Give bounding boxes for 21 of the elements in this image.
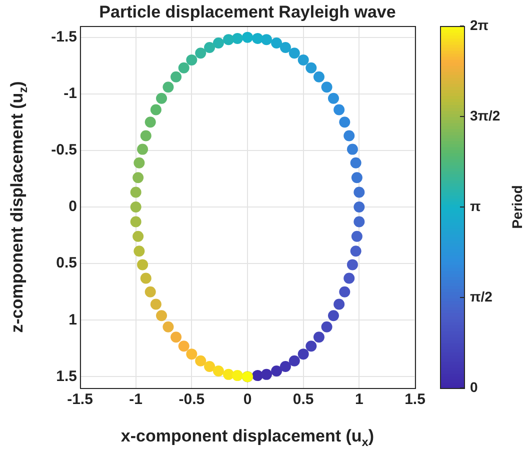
y-tick-label: 1: [68, 311, 77, 328]
y-axis-title: z-component displacement (uz): [8, 81, 30, 333]
x-tick-label: 0.5: [292, 391, 314, 408]
y-tick-label: -0.5: [51, 142, 77, 159]
x-tick-label: 1: [354, 391, 364, 408]
color-bar-label: π: [470, 198, 481, 214]
color-bar-title: Period: [508, 185, 525, 229]
x-tick-label: -1: [129, 391, 143, 408]
y-tick-label: -1.5: [51, 28, 77, 46]
color-bar-label: π/2: [470, 288, 493, 304]
x-tick-label: -0.5: [178, 391, 205, 408]
color-bar-label: 0: [470, 378, 478, 395]
x-tick-label: 1.5: [404, 391, 426, 408]
y-tick-label: 1.5: [56, 368, 77, 385]
color-bar-label: 2π: [470, 16, 489, 33]
chart-title: Particle displacement Rayleigh wave: [99, 2, 396, 22]
y-tick-label: 0.5: [56, 254, 77, 272]
x-tick-label: 0: [243, 391, 252, 408]
y-tick-label: -1: [64, 85, 77, 102]
color-bar-label: 3π/2: [470, 107, 500, 124]
y-tick-label: 0: [68, 198, 77, 216]
